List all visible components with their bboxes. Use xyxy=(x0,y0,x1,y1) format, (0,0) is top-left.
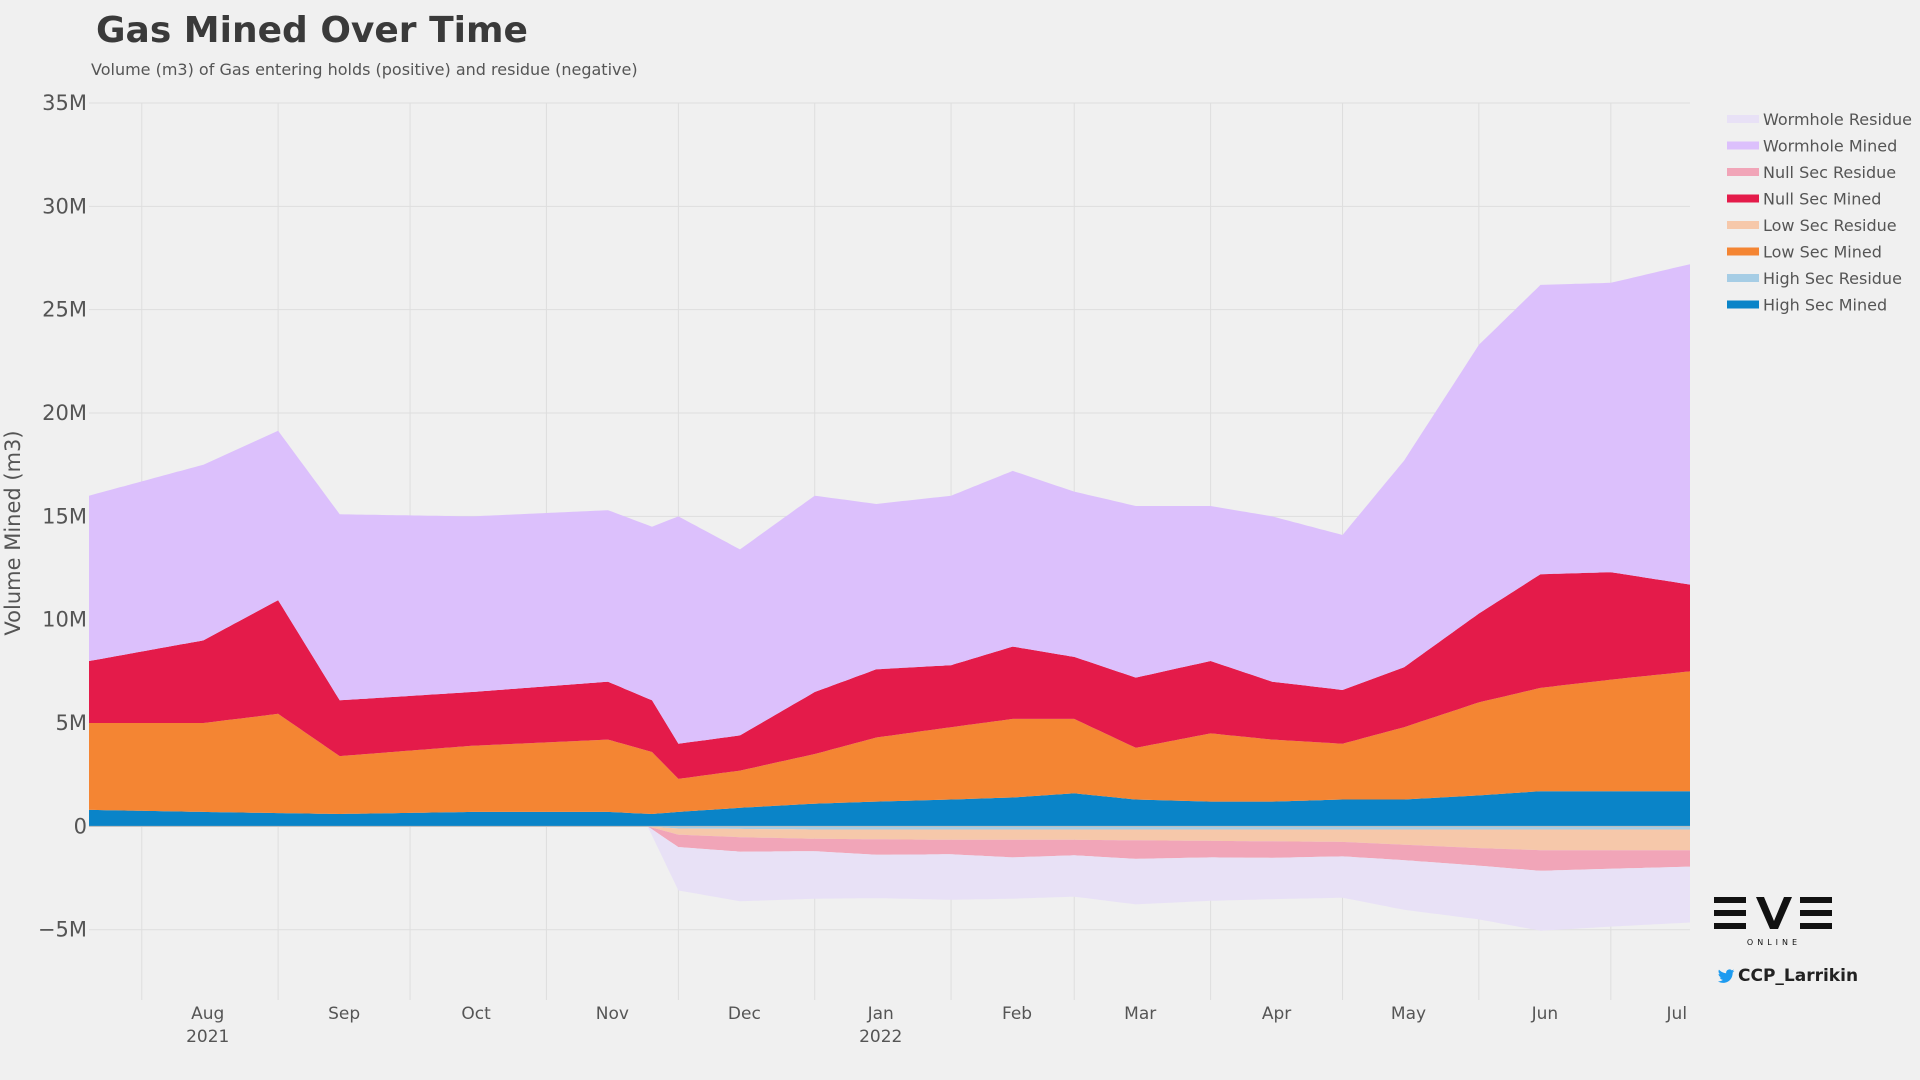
y-tick-label: 25M xyxy=(42,298,87,322)
legend-swatch-null-sec-residue xyxy=(1727,168,1759,176)
x-tick-label: Aug xyxy=(191,1004,224,1024)
y-tick-label: 20M xyxy=(42,401,87,425)
legend-swatch-wormhole-residue xyxy=(1727,115,1759,123)
legend-swatch-high-sec-residue xyxy=(1727,274,1759,282)
chart-title: Gas Mined Over Time xyxy=(96,10,528,51)
x-tick-label: Jun xyxy=(1531,1004,1559,1024)
x-tick-label: Sep xyxy=(328,1004,360,1024)
y-axis: 35M 30M 25M 20M 15M 10M 5M 0 −5M xyxy=(38,91,87,942)
twitter-bird-icon xyxy=(1717,969,1735,983)
y-tick-label: 30M xyxy=(42,194,87,218)
x-tick-label: Mar xyxy=(1124,1004,1156,1024)
x-axis: Aug 2021 Sep Oct Nov Dec Jan 2022 Feb Mar Apr May Ju… xyxy=(186,1004,1687,1047)
twitter-credit: CCP_Larrikin xyxy=(1716,966,1858,986)
area-null-sec-residue xyxy=(89,826,1690,871)
x-tick-label: Nov xyxy=(596,1004,629,1024)
area-high-sec-mined xyxy=(89,791,1690,827)
legend-label-low-sec-mined: Low Sec Mined xyxy=(1763,243,1882,262)
chart-subtitle: Volume (m3) of Gas entering holds (posit… xyxy=(91,60,638,79)
y-tick-label: 0 xyxy=(74,814,87,838)
area-wormhole-residue xyxy=(89,826,1690,931)
eve-logo-letters xyxy=(1714,897,1832,929)
chart-areas xyxy=(89,264,1690,931)
y-axis-label: Volume Mined (m3) xyxy=(1,430,25,635)
legend-label-high-sec-residue: High Sec Residue xyxy=(1763,269,1902,288)
legend-label-high-sec-mined: High Sec Mined xyxy=(1763,296,1887,315)
eve-online-logo: ONLINE xyxy=(1712,893,1836,949)
legend-swatch-low-sec-mined xyxy=(1727,247,1759,256)
legend-label-null-sec-mined: Null Sec Mined xyxy=(1763,190,1881,209)
eve-logo-subtext: ONLINE xyxy=(1747,938,1801,947)
y-tick-label: 15M xyxy=(42,504,87,528)
chart-legend: Wormhole Residue Wormhole Mined Null Sec R… xyxy=(1727,110,1912,315)
legend-swatch-null-sec-mined xyxy=(1727,194,1759,203)
legend-label-low-sec-residue: Low Sec Residue xyxy=(1763,216,1897,235)
x-tick-label: Feb xyxy=(1002,1004,1032,1024)
legend-label-wormhole-mined: Wormhole Mined xyxy=(1763,137,1897,156)
x-tick-label: Dec xyxy=(728,1004,761,1024)
x-tick-label: May xyxy=(1391,1004,1426,1024)
legend-swatch-low-sec-residue xyxy=(1727,221,1759,229)
y-tick-label: 10M xyxy=(42,608,87,632)
x-tick-year: 2022 xyxy=(859,1027,902,1047)
x-tick-label: Apr xyxy=(1262,1004,1291,1024)
legend-swatch-high-sec-mined xyxy=(1727,300,1759,309)
x-tick-label: Jan xyxy=(867,1004,894,1024)
twitter-handle: CCP_Larrikin xyxy=(1738,966,1859,986)
legend-label-null-sec-residue: Null Sec Residue xyxy=(1763,163,1896,182)
x-tick-label: Jul xyxy=(1666,1004,1688,1024)
area-low-sec-mined xyxy=(89,671,1690,814)
area-wormhole-mined xyxy=(89,264,1690,744)
legend-label-wormhole-residue: Wormhole Residue xyxy=(1763,110,1912,129)
y-tick-label: 5M xyxy=(56,711,87,735)
area-low-sec-residue xyxy=(89,826,1690,851)
x-tick-year: 2021 xyxy=(186,1027,229,1047)
y-tick-label: −5M xyxy=(38,918,87,942)
area-null-sec-mined xyxy=(89,572,1690,779)
x-tick-label: Oct xyxy=(461,1004,491,1024)
area-high-sec-residue xyxy=(89,826,1690,830)
y-tick-label: 35M xyxy=(42,91,87,115)
legend-swatch-wormhole-mined xyxy=(1727,141,1759,150)
